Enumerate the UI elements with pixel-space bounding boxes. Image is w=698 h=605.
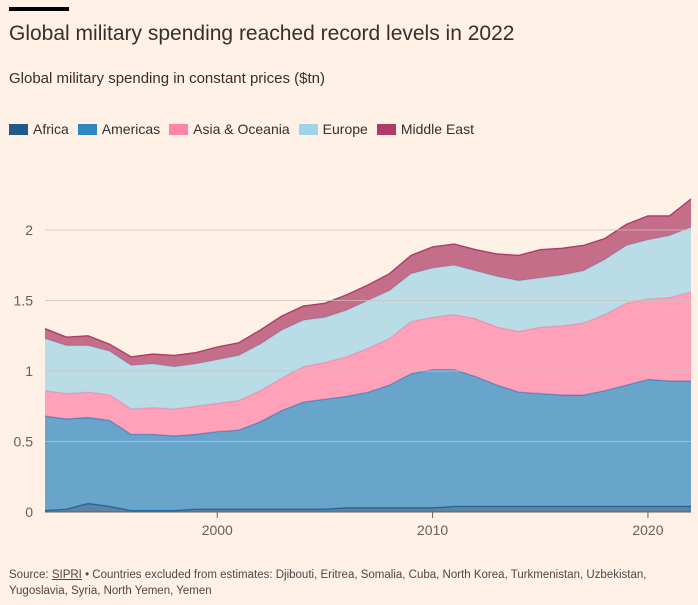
legend-item-middle-east: Middle East [376, 121, 474, 137]
legend-swatch-americas [77, 123, 97, 135]
source-label: Source: [9, 569, 52, 581]
legend-label-americas: Americas [101, 121, 161, 137]
top-accent-bar [9, 7, 69, 11]
legend-swatch-europe [298, 123, 318, 135]
stacked-area-chart: 0 0.5 1 1.5 2 2000 2010 2020 [14, 198, 692, 538]
y-tick-label: 1.5 [14, 293, 34, 309]
area-edge-middle-east [44, 198, 692, 358]
source-link[interactable]: SIPRI [51, 569, 82, 581]
legend-item-asia-oceania: Asia & Oceania [169, 121, 290, 137]
legend-label-africa: Africa [33, 121, 69, 137]
legend-swatch-asia-oceania [169, 123, 189, 135]
y-tick-label: 0 [25, 504, 33, 520]
area-asia-oceania [45, 292, 691, 436]
area-europe [45, 227, 691, 410]
legend-label-middle-east: Middle East [400, 121, 474, 137]
legend-item-europe: Europe [298, 121, 368, 137]
x-tick-label: 2020 [632, 522, 663, 538]
y-tick-label: 2 [25, 222, 33, 238]
chart-subtitle: Global military spending in constant pri… [9, 70, 325, 87]
x-tick-label: 2000 [202, 522, 233, 538]
legend-item-americas: Americas [77, 121, 161, 137]
legend-item-africa: Africa [9, 121, 69, 137]
chart-title: Global military spending reached record … [9, 22, 515, 45]
x-tick-label: 2010 [417, 522, 448, 538]
legend-swatch-africa [9, 123, 28, 135]
area-middle-east [45, 199, 691, 367]
legend-label-europe: Europe [322, 121, 368, 137]
legend-swatch-middle-east [376, 123, 396, 135]
area-americas [45, 369, 691, 511]
source-text: • Countries excluded from estimates: Dji… [9, 569, 647, 597]
y-tick-label: 1 [25, 363, 33, 379]
y-tick-label: 0.5 [14, 434, 34, 450]
chart-legend: Africa Americas Asia & Oceania Europe Mi… [9, 121, 483, 137]
source-note: Source: SIPRI • Countries excluded from … [9, 567, 689, 599]
legend-label-asia-oceania: Asia & Oceania [193, 121, 290, 137]
